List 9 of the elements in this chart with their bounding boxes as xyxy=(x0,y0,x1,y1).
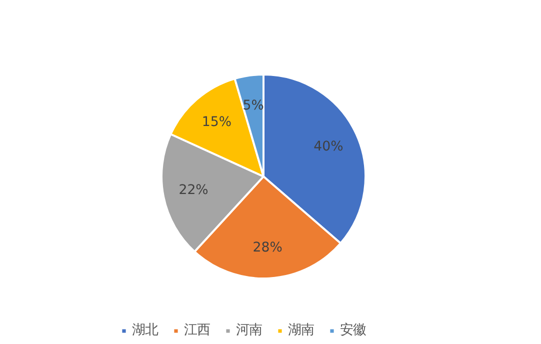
legend-label: 湖南 xyxy=(288,322,314,339)
legend-label: 河南 xyxy=(236,322,262,339)
legend-label: 湖北 xyxy=(132,322,158,339)
data-label: 40% xyxy=(314,139,344,154)
legend-label: 江西 xyxy=(184,322,210,339)
data-label: 28% xyxy=(252,240,282,256)
data-label: 15% xyxy=(202,115,232,130)
data-label: 22% xyxy=(178,183,208,198)
legend-label: 安徽 xyxy=(340,322,366,339)
